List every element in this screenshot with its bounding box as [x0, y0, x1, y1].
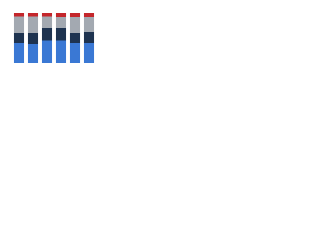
bar-segment: [69, 13, 81, 17]
bar-segment: [27, 16, 39, 33]
bar-segment: [55, 13, 67, 17]
bar-segment: [41, 16, 53, 28]
bar-segment: [55, 28, 67, 41]
bar-segment: [27, 44, 39, 63]
chart: [13, 13, 95, 63]
bar-segment: [13, 33, 25, 43]
bar-segment: [55, 40, 67, 63]
bar-segment: [83, 17, 95, 32]
bar-segment: [13, 16, 25, 33]
bar-segment: [13, 13, 25, 17]
bar-segment: [27, 33, 39, 44]
bar-segment: [13, 43, 25, 63]
bar-segment: [69, 17, 81, 33]
bar-segment: [83, 13, 95, 17]
bar-segment: [83, 32, 95, 43]
bar-segment: [69, 43, 81, 63]
bar-segment: [41, 28, 53, 41]
bar-segment: [55, 17, 67, 28]
bar-segment: [69, 33, 81, 43]
bar-segment: [27, 13, 39, 17]
page: {"chart_data": {"type": "stacked-bar", "…: [0, 0, 100, 71]
bar-segment: [41, 13, 53, 17]
bar-segment: [83, 43, 95, 63]
bar-segment: [41, 40, 53, 63]
